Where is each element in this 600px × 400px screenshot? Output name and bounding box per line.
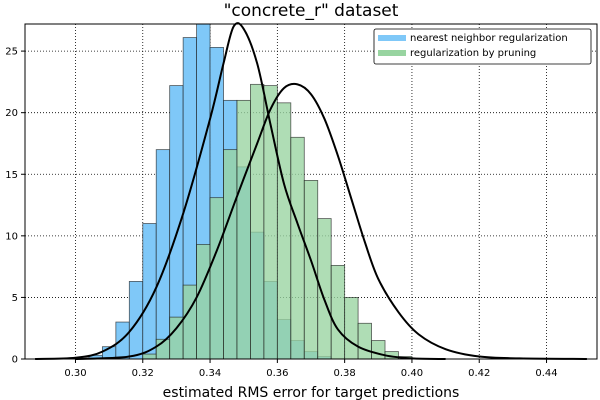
x-tick-label: 0.40 (401, 368, 423, 379)
chart-title: "concrete_r" dataset (224, 1, 399, 21)
y-tick-label: 20 (5, 108, 18, 119)
histogram-bars (88, 23, 413, 360)
plot-frame (24, 23, 598, 360)
y-tick-label: 25 (5, 47, 18, 58)
legend-box (373, 28, 592, 65)
x-tick-label: 0.42 (468, 368, 490, 379)
axis-ticks: 0.30 0.32 0.34 0.36 0.38 0.40 0.42 0.44 0 5 10 15 20… (5, 47, 557, 379)
y-tick-label: 15 (5, 170, 18, 181)
histogram-bar (223, 149, 238, 360)
histogram-bar (209, 197, 224, 360)
histogram-bar (250, 83, 265, 360)
bar-series-1 (142, 83, 413, 360)
histogram-bar (371, 340, 386, 360)
histogram-bar (196, 244, 211, 360)
legend: nearest neighbor regularization regulari… (373, 28, 592, 65)
histogram-bar (303, 180, 319, 360)
y-tick-label: 0 (12, 355, 18, 366)
legend-label-nearest-neighbor: nearest neighbor regularization (410, 33, 568, 44)
x-tick-label: 0.36 (266, 368, 288, 379)
histogram-bar (142, 353, 157, 360)
kde-curve-0 (35, 22, 446, 360)
histogram-bar (357, 322, 372, 360)
kde-curve-1 (75, 82, 587, 360)
y-tick-label: 10 (5, 231, 18, 242)
histogram-bar (128, 281, 144, 360)
histogram-bar (236, 99, 251, 360)
histogram-bar (276, 102, 292, 360)
legend-label-pruning: regularization by pruning (410, 48, 536, 59)
histogram-bar (115, 321, 130, 360)
histogram-bar (290, 136, 305, 360)
histogram-bar (182, 284, 197, 360)
histogram-bar (344, 297, 359, 360)
legend-swatch-nearest-neighbor (378, 35, 406, 41)
histogram-bar (155, 149, 171, 360)
y-tick-label: 5 (12, 293, 18, 304)
histogram-bar (330, 264, 346, 360)
kde-curves (35, 22, 587, 360)
legend-swatch-pruning (378, 50, 406, 56)
x-tick-label: 0.44 (535, 368, 557, 379)
x-tick-label: 0.34 (199, 368, 221, 379)
x-tick-label: 0.38 (334, 368, 356, 379)
x-axis-label: estimated RMS error for target predictio… (163, 385, 460, 400)
x-tick-label: 0.32 (132, 368, 154, 379)
x-tick-label: 0.30 (64, 368, 86, 379)
